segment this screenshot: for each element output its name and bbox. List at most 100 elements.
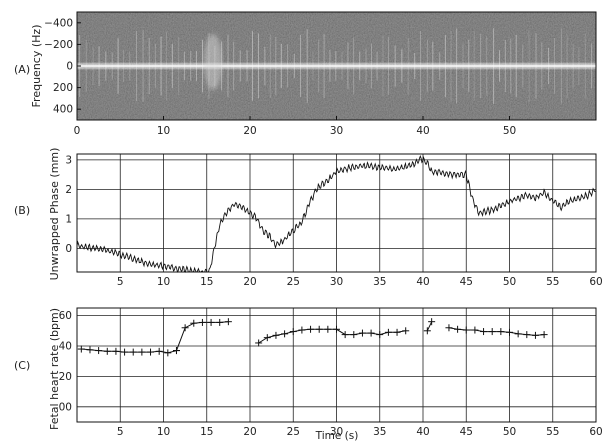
heart-rate-marker [428,318,436,326]
panel-c-xtick-label: 50 [503,426,516,438]
heart-rate-marker [190,319,198,327]
heart-rate-marker [514,330,522,338]
heart-rate-marker [289,328,297,336]
panel-c-xtick-label: 45 [460,426,473,438]
panel-c-frame [76,307,597,423]
panel-b-xtick-label: 25 [287,276,300,288]
panel-b-xtick-label: 35 [373,276,386,288]
heart-rate-marker [198,318,206,326]
heart-rate-marker [540,331,548,339]
heart-rate-marker [367,329,375,337]
panel-b-xtick-label: 40 [416,276,429,288]
heart-rate-marker [224,318,232,326]
panel-c-xtick-label: 40 [416,426,429,438]
spectrogram [77,12,596,120]
panel-c-ytick-label: 40 [59,341,72,353]
panel-b-ytick-label: 0 [65,243,72,255]
heart-rate-marker [95,347,103,355]
heart-rate-marker [121,348,129,356]
panel-c-xtick-label: 25 [287,426,300,438]
heart-rate-marker [423,327,431,335]
panel-a-ytick-label: 400 [53,104,73,116]
heart-rate-marker [497,328,505,336]
heart-rate-marker [488,328,496,336]
panel-a-xtick-label: 20 [243,125,256,137]
panel-a-xtick-label: 30 [330,125,343,137]
heart-rate-marker [147,348,155,356]
panel-a-ylabel: Frequency (Hz) [30,25,43,108]
heart-rate-marker [462,326,470,334]
heart-rate-marker [445,324,453,332]
panel-a-xtick-label: 40 [416,125,429,137]
panel-c-ytick-label: 20 [59,371,72,383]
heart-rate-marker [376,331,384,339]
heart-rate-marker [393,328,401,336]
panel-c-xlabel: Time (s) [315,430,359,441]
heart-rate-marker [350,331,358,339]
panel-b-xtick-label: 10 [157,276,170,288]
panel-a-ytick-label: −200 [44,39,73,51]
heart-rate-marker [77,345,85,353]
heart-rate-marker [454,325,462,333]
heart-rate-marker [255,339,263,347]
heart-rate-marker [263,334,271,342]
heart-rate-marker [112,347,120,355]
panel-b-label: (B) [14,204,30,217]
heart-rate-marker [86,346,94,354]
heart-rate-marker [523,331,531,339]
panel-b-xtick-label: 60 [589,276,602,288]
heart-rate-marker [103,347,111,355]
panel-b-xtick-label: 15 [200,276,213,288]
heart-rate-marker [129,348,137,356]
heart-rate-marker [506,328,513,336]
panel-a: (A) Frequency (Hz) 0 10 20 30 40 50 −400 −200 0 2… [14,11,597,137]
heart-rate-marker [402,327,410,335]
panel-b-ytick-label: 1 [65,213,72,225]
panel-a-ytick-label: −400 [44,17,73,29]
panel-a-xtick-label: 10 [157,125,170,137]
heart-rate-marker [155,347,163,355]
panel-c-xtick-label: 30 [330,426,343,438]
panel-c-xtick-label: 35 [373,426,386,438]
heart-rate-marker [315,325,323,333]
panel-a-xtick-label: 0 [74,125,81,137]
panel-a-label: (A) [14,63,30,76]
panel-b: (B) Unwrapped Phase (mm) 5 10 15 20 25 30 35 40… [14,148,603,288]
panel-c-xtick-label: 10 [157,426,170,438]
heart-rate-marker [307,325,315,333]
panel-b-ytick-label: 3 [65,154,72,166]
heart-rate-marker [138,348,146,356]
heart-rate-marker [358,329,366,337]
panel-b-xtick-label: 45 [460,276,473,288]
panel-b-xtick-label: 55 [546,276,559,288]
panel-c-ytick-label: 00 [59,401,72,413]
panel-c-label: (C) [14,359,30,372]
heart-rate-marker [333,325,340,333]
panel-c-ytick-label: 60 [59,310,72,322]
panel-a-ytick-label: 0 [66,61,73,73]
heart-rate-marker [207,318,215,326]
heart-rate-marker [281,330,289,338]
panel-b-xtick-label: 5 [117,276,124,288]
panel-c-ylabel: Fetal heart rate (bpm) [48,308,61,430]
panel-b-xtick-label: 50 [503,276,516,288]
heart-rate-marker [384,328,392,336]
panel-c: (C) Fetal heart rate (bpm) 5 10 15 20 25 30 35… [14,307,603,441]
panel-c-xtick-label: 5 [117,426,124,438]
panel-c-xtick-label: 55 [546,426,559,438]
heart-rate-marker [341,331,349,339]
panel-c-xtick-label: 20 [243,426,256,438]
spectrogram-disturbance [204,34,223,90]
panel-c-axes: 5 10 15 20 25 30 35 40 45 50 55 60 00 20 40 60 [59,307,603,438]
heart-rate-marker [181,324,189,332]
heart-rate-marker [298,326,306,334]
phase-series-line [76,154,596,273]
heart-rate-marker [480,328,488,336]
heart-rate-marker [471,326,479,334]
panel-b-ytick-label: 2 [65,184,72,196]
panel-a-xtick-label: 50 [503,125,516,137]
heart-rate-marker [164,349,172,357]
heart-rate-marker [324,325,332,333]
heart-rate-segment-line [426,321,433,332]
